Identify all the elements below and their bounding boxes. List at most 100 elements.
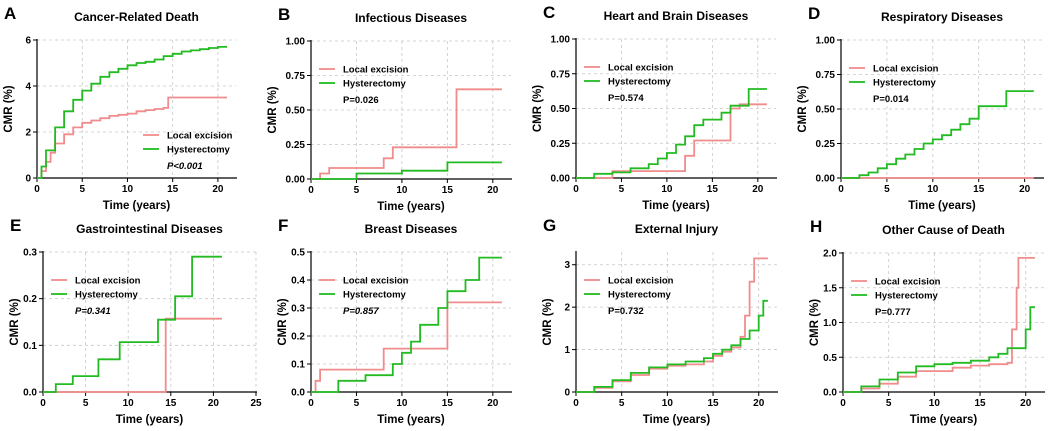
x-axis-title: Time (years) <box>116 414 184 426</box>
x-tick-label: 10 <box>396 185 408 196</box>
y-tick-label: 0.0 <box>291 388 305 399</box>
panel-g: 0 5 10 15 20 0 1 2 3 G External Injury Time (years)… <box>542 216 778 426</box>
y-axis-title: CMR (%) <box>542 298 554 345</box>
series-local-excision <box>311 88 502 180</box>
y-tick-label: 3 <box>564 260 570 271</box>
series-local-excision <box>576 103 767 179</box>
y-tick-label: 0.00 <box>551 174 571 185</box>
legend-label: Local excision <box>608 276 674 287</box>
x-tick-label: 10 <box>661 184 673 195</box>
y-tick-label: 0.1 <box>291 360 305 371</box>
x-tick-label: 5 <box>619 184 625 195</box>
y-tick-label: 2 <box>564 303 570 314</box>
y-tick-label: 0 <box>564 388 570 399</box>
y-tick-label: 1.0 <box>823 318 837 329</box>
series-local-excision <box>576 257 768 393</box>
series-hysterectomy <box>576 88 767 179</box>
panel-title: External Injury <box>635 222 719 236</box>
series-local-excision <box>311 301 502 393</box>
x-tick-label: 20 <box>487 398 499 409</box>
x-tick-label: 20 <box>752 184 764 195</box>
panel-letter: C <box>543 3 555 22</box>
x-tick-label: 20 <box>1020 398 1032 409</box>
x-tick-label: 10 <box>123 398 135 409</box>
y-axis-title: CMR (%) <box>809 299 821 346</box>
panel-letter: H <box>810 217 822 236</box>
y-tick-label: 1.00 <box>286 37 306 48</box>
y-tick-label: 6 <box>25 36 31 47</box>
x-axis-title: Time (years) <box>908 200 976 212</box>
y-axis-title: CMR (%) <box>532 85 544 132</box>
y-tick-label: 0.75 <box>551 69 571 80</box>
panel-letter: F <box>278 216 288 235</box>
y-tick-label: 0.5 <box>291 248 305 259</box>
panel-title: Other Cause of Death <box>882 223 1005 237</box>
legend-label: Local excision <box>875 277 941 288</box>
panel-title: Infectious Diseases <box>355 11 467 25</box>
x-tick-label: 0 <box>40 398 46 409</box>
panel-title: Breast Diseases <box>365 222 458 236</box>
panel-title: Heart and Brain Diseases <box>604 9 749 23</box>
x-tick-label: 25 <box>250 398 262 409</box>
legend-label: Local excision <box>343 276 409 287</box>
x-tick-label: 20 <box>1019 184 1031 195</box>
x-tick-label: 15 <box>974 398 986 409</box>
panel-d: 0 5 10 15 20 0.00 0.25 0.50 0.75 1.00 D Respiratory… <box>797 4 1044 212</box>
x-tick-label: 15 <box>442 185 454 196</box>
y-tick-label: 0.50 <box>816 105 836 116</box>
x-axis-title: Time (years) <box>643 414 711 426</box>
y-tick-label: 0.00 <box>816 174 836 185</box>
x-tick-label: 5 <box>83 398 89 409</box>
panel-letter: D <box>808 4 820 23</box>
series-hysterectomy <box>576 299 768 393</box>
p-value: P=0.777 <box>875 307 911 318</box>
panel-letter: G <box>543 216 556 235</box>
panel-a: 0 5 10 15 20 0 2 4 6 A Cancer-Related Death Time (y… <box>3 4 237 212</box>
y-tick-label: 0.5 <box>823 353 837 364</box>
legend-label: Local excision <box>75 276 141 287</box>
y-tick-label: 1.00 <box>816 36 836 47</box>
x-tick-label: 10 <box>396 398 408 409</box>
x-tick-label: 10 <box>662 398 674 409</box>
y-axis-title: CMR (%) <box>3 85 15 132</box>
p-value: P=0.014 <box>873 94 909 105</box>
x-tick-label: 5 <box>354 398 360 409</box>
x-axis-title: Time (years) <box>377 414 445 426</box>
x-tick-label: 15 <box>973 184 985 195</box>
legend-label: Local excision <box>608 63 674 74</box>
legend-label: Hysterectomy <box>608 290 672 301</box>
series-local-excision <box>43 317 222 393</box>
panel-title: Respiratory Diseases <box>881 10 1003 24</box>
y-axis-title: CMR (%) <box>9 298 21 345</box>
y-tick-label: 0.25 <box>551 139 571 150</box>
x-axis-title: Time (years) <box>642 200 710 212</box>
x-tick-label: 5 <box>354 185 360 196</box>
p-value: P<0.001 <box>167 161 203 172</box>
panel-letter: E <box>10 216 21 235</box>
x-tick-label: 0 <box>573 184 579 195</box>
y-tick-label: 0.50 <box>286 106 306 117</box>
series-hysterectomy <box>311 161 502 180</box>
legend-label: Local excision <box>873 64 939 75</box>
x-tick-label: 5 <box>886 398 892 409</box>
series-hysterectomy <box>43 255 222 393</box>
y-tick-label: 1 <box>564 345 570 356</box>
x-tick-label: 20 <box>753 398 765 409</box>
p-value: P=0.574 <box>608 93 644 104</box>
y-tick-label: 2 <box>25 128 31 139</box>
y-tick-label: 0.0 <box>823 388 837 399</box>
y-tick-label: 0.50 <box>551 104 571 115</box>
x-tick-label: 15 <box>707 184 719 195</box>
x-tick-label: 15 <box>167 184 179 195</box>
x-tick-label: 20 <box>487 185 499 196</box>
y-tick-label: 0.1 <box>23 341 37 352</box>
panel-letter: A <box>4 4 16 23</box>
x-tick-label: 0 <box>838 184 844 195</box>
y-tick-label: 0 <box>25 174 31 185</box>
y-tick-label: 0.3 <box>291 304 305 315</box>
y-tick-label: 0.3 <box>23 248 37 259</box>
x-tick-label: 15 <box>707 398 719 409</box>
x-tick-label: 0 <box>573 398 579 409</box>
panel-title: Cancer-Related Death <box>74 10 199 24</box>
